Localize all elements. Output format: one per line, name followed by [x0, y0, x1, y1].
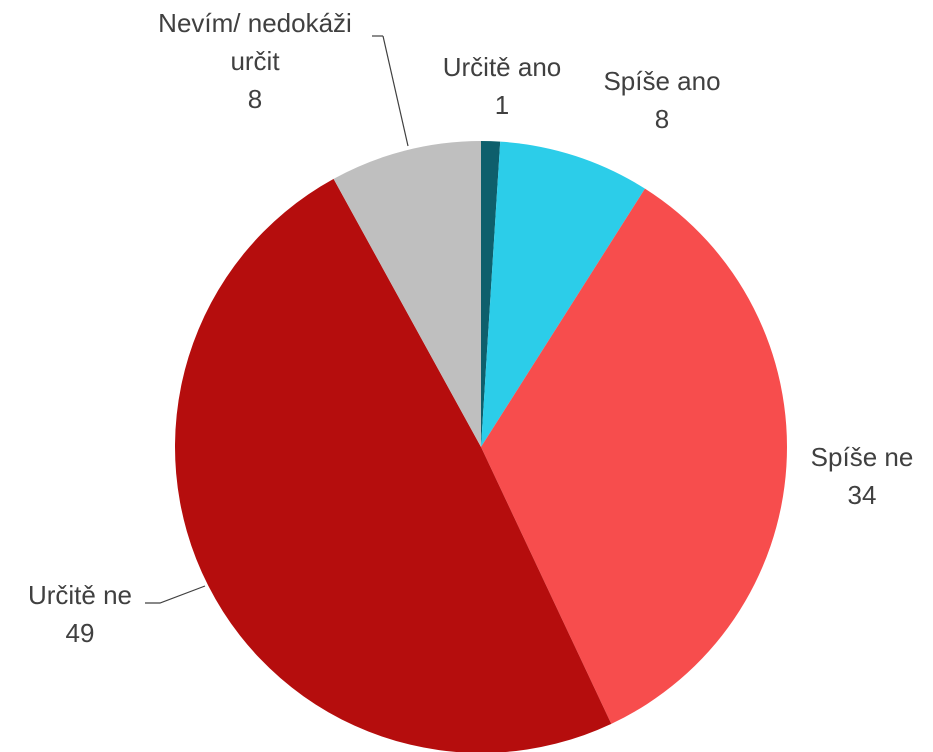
label-name: Spíše ne: [810, 442, 914, 472]
label-value: 34: [847, 480, 877, 510]
data-label: Určitě ne 49: [0, 576, 180, 652]
label-name: Určitě ne: [27, 580, 133, 610]
data-label: Určitě ano 1: [402, 48, 602, 124]
pie-slice: [175, 178, 612, 752]
data-label: Nevím/ nedokáži určit 8: [135, 4, 375, 118]
label-name: Nevím/ nedokáži určit: [158, 8, 352, 76]
leader-line: [382, 35, 409, 147]
data-label: Spíše ne 34: [762, 438, 933, 514]
pie-slice: [333, 141, 481, 447]
pie-slice: [481, 141, 501, 447]
pie-slice: [481, 188, 788, 724]
label-value: 8: [654, 104, 670, 134]
label-name: Spíše ano: [603, 66, 721, 96]
pie-slice: [481, 141, 645, 447]
label-value: 49: [65, 618, 95, 648]
label-name: Určitě ano: [442, 52, 562, 82]
data-label: Spíše ano 8: [562, 62, 762, 138]
leader-line: [145, 585, 206, 604]
label-value: 1: [494, 90, 510, 120]
slices: [175, 141, 788, 752]
label-value: 8: [247, 84, 263, 114]
